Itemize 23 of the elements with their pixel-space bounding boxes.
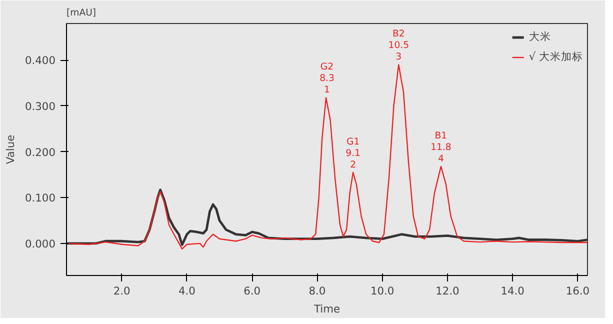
legend-label: 大米 xyxy=(528,30,551,44)
y-tick-label: 0.100 xyxy=(24,192,56,205)
y-tick-label: 0.000 xyxy=(24,237,56,250)
y-tick-label: 0.400 xyxy=(24,54,56,68)
annotation: B1 11.8 4 xyxy=(430,130,452,164)
legend-label: √ 大米加标 xyxy=(528,50,583,64)
x-axis-title: Time xyxy=(312,302,340,316)
y-tick-label: 0.300 xyxy=(24,100,56,113)
y-tick-label: 0.200 xyxy=(24,146,56,159)
line-series xyxy=(66,64,588,250)
x-tick-label: 2.0 xyxy=(113,284,131,298)
annotation: G1 9.1 2 xyxy=(346,136,361,170)
x-tick-label: 10.0 xyxy=(370,284,394,298)
x-tick-label: 12.0 xyxy=(436,284,460,298)
x-tick-label: 8.0 xyxy=(308,284,326,298)
text: [mAU] xyxy=(66,8,96,18)
annotation: G2 8.3 1 xyxy=(320,62,334,96)
x-tick-label: 16.0 xyxy=(566,284,590,298)
x-tick-label: 4.0 xyxy=(178,284,196,298)
x-tick-label: 14.0 xyxy=(500,284,525,298)
y-axis-title: Value xyxy=(4,134,17,164)
x-tick-label: 6.0 xyxy=(244,284,261,298)
annotation: B2 10.5 3 xyxy=(388,28,410,63)
